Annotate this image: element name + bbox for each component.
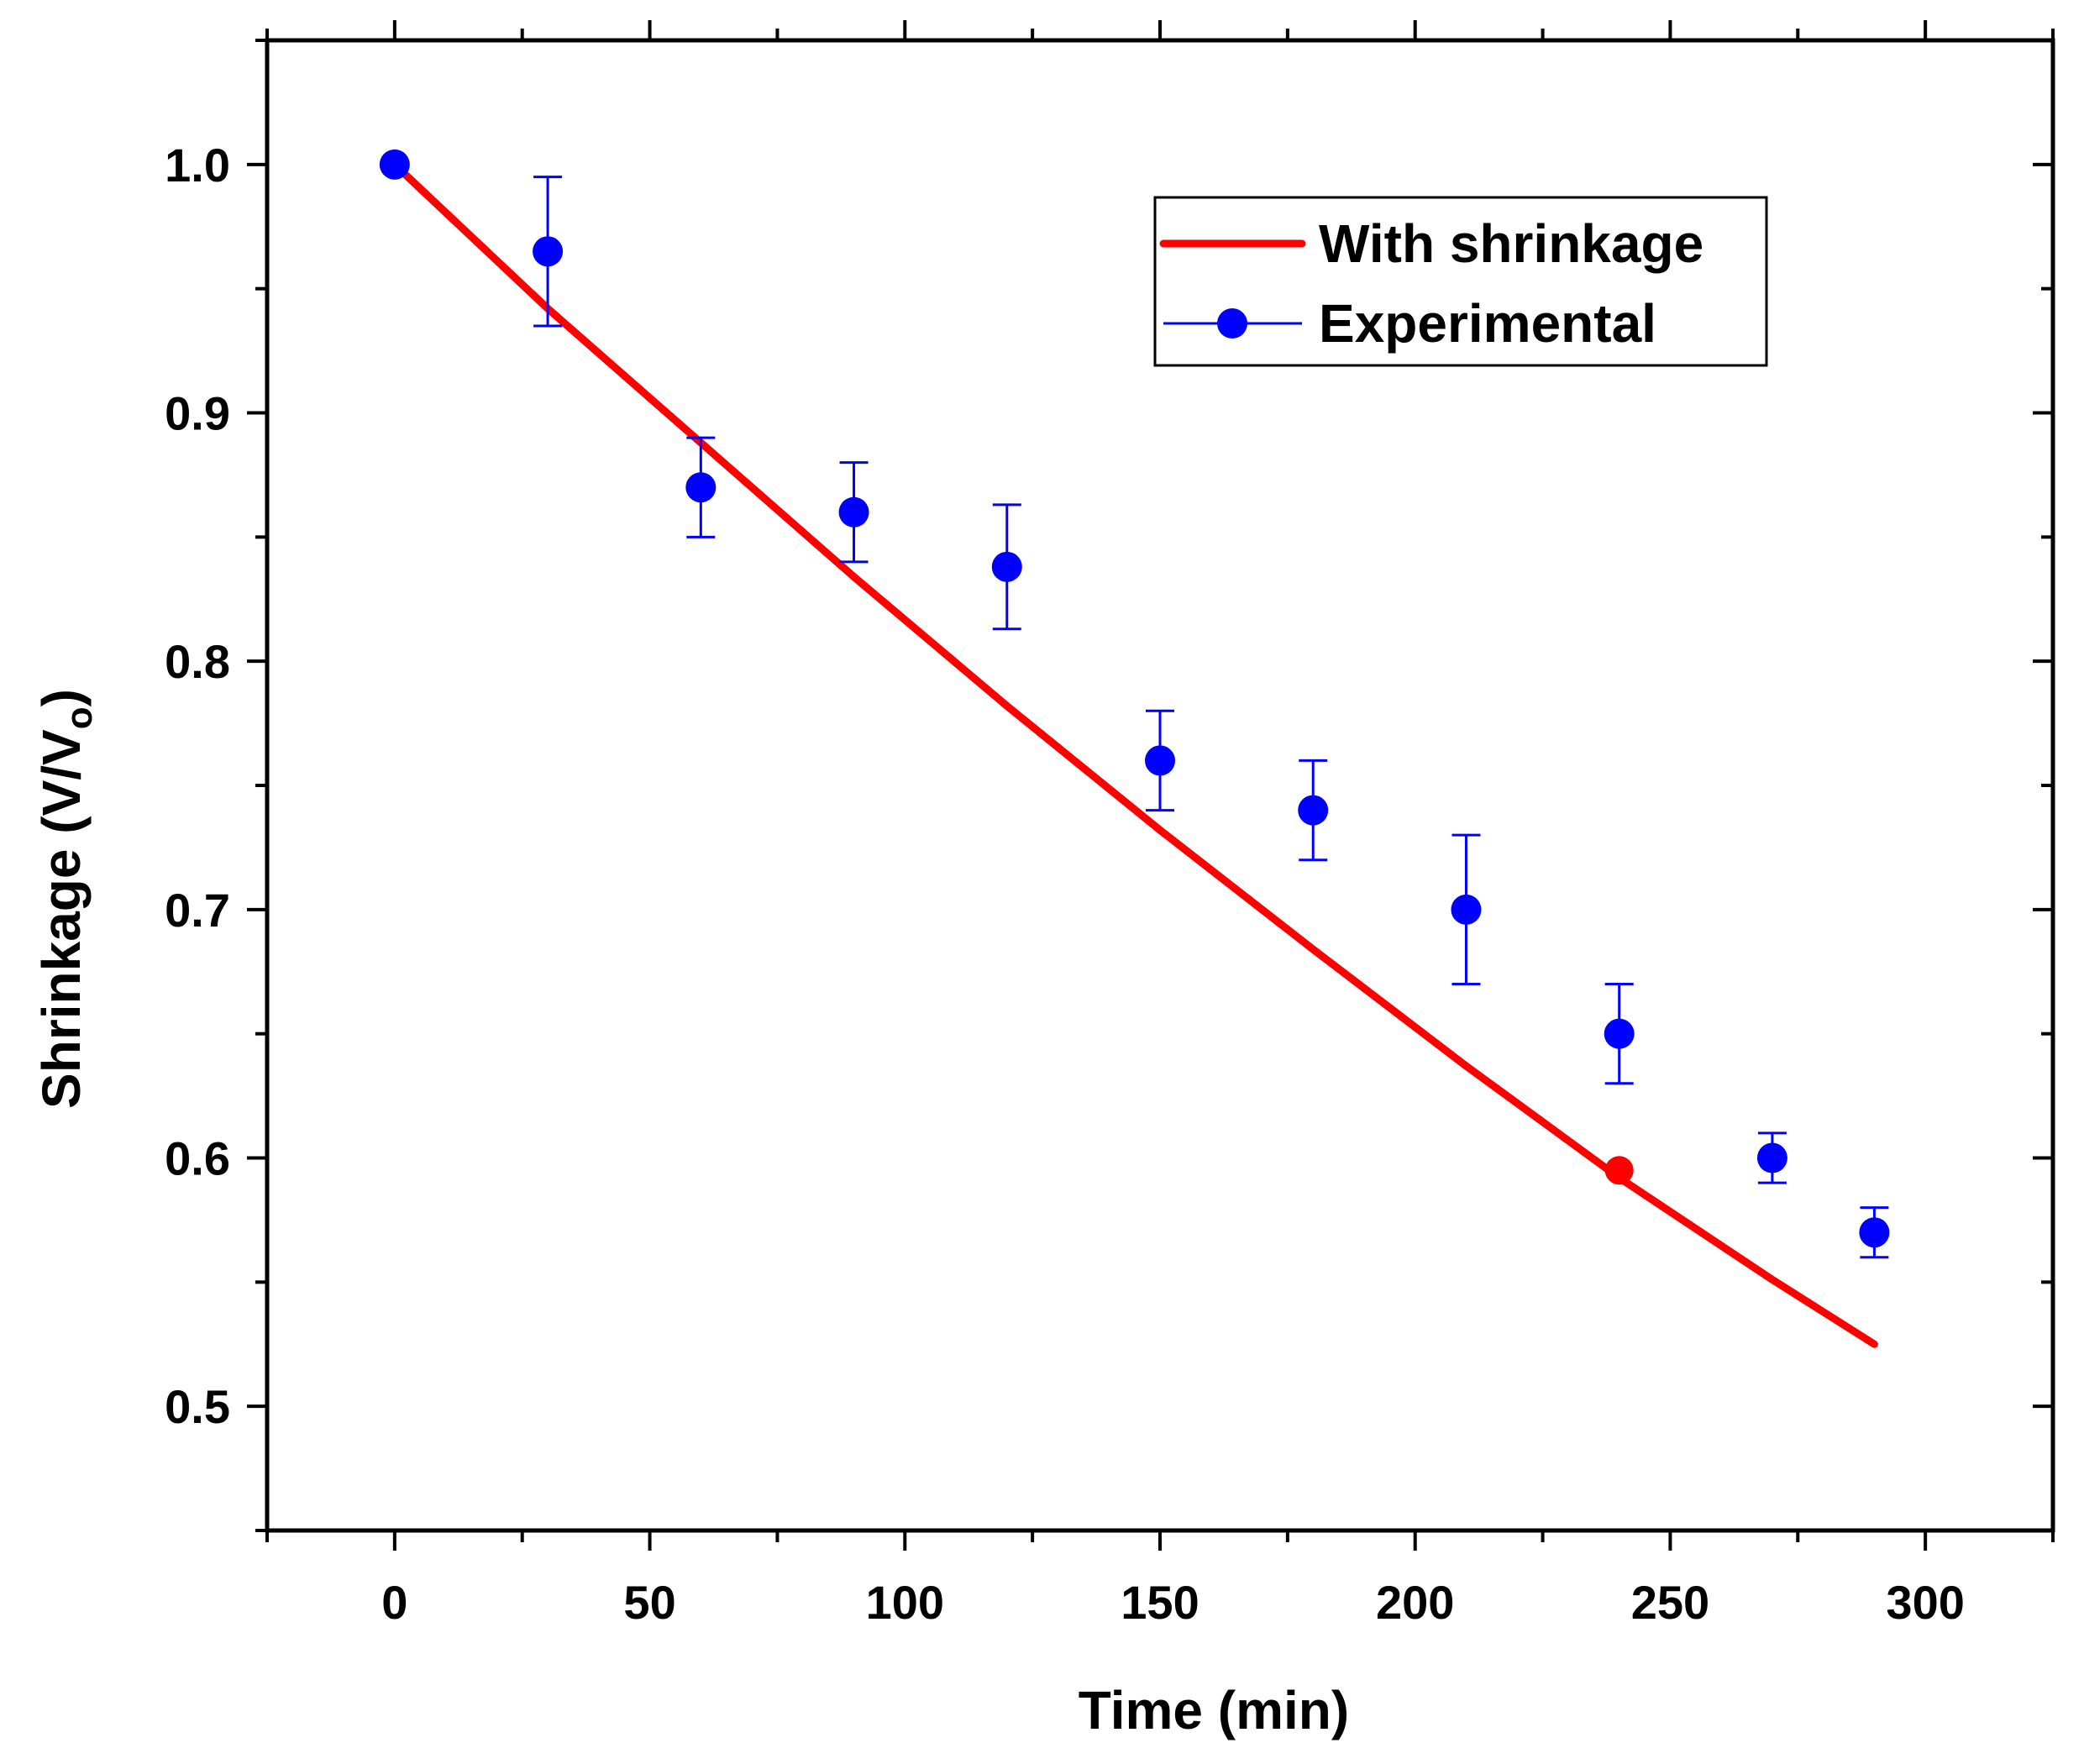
y-axis-title-main: Shrinkage (V/V xyxy=(31,729,92,1109)
experimental-point xyxy=(1859,1217,1890,1248)
y-axis-title-close: ) xyxy=(31,689,92,706)
y-tick-label: 0.5 xyxy=(165,1380,230,1433)
x-tick-label: 150 xyxy=(1121,1576,1199,1629)
series-layer xyxy=(379,149,1890,1348)
experimental-point xyxy=(991,551,1022,582)
x-axis-title: Time (min) xyxy=(1079,1680,1349,1740)
experimental-point xyxy=(533,236,564,267)
experimental-point xyxy=(1145,745,1175,776)
experimental-point xyxy=(1756,1142,1787,1173)
legend: With shrinkage Experimental xyxy=(1153,196,1768,367)
legend-label-with-shrinkage: With shrinkage xyxy=(1319,213,1703,274)
y-axis-title-subscript: o xyxy=(59,706,100,729)
experimental-point xyxy=(838,496,869,528)
axes-layer: 0 50 100 150 200 250 300 0.5 0.6 0.7 0.8 0.9 1.0 xyxy=(165,20,2055,1629)
legend-marker-experimental xyxy=(1217,308,1247,339)
y-axis-title: Shrinkage (V/Vo) xyxy=(31,689,100,1109)
x-tick-label: 200 xyxy=(1376,1576,1454,1629)
experimental-point xyxy=(685,472,717,503)
model-highlight-point xyxy=(1604,1156,1634,1185)
legend-label-experimental: Experimental xyxy=(1319,293,1656,354)
experimental-point xyxy=(1451,894,1482,925)
legend-box xyxy=(1153,196,1768,367)
x-tick-label: 250 xyxy=(1631,1576,1709,1629)
x-tick-label: 0 xyxy=(381,1576,407,1629)
experimental-point xyxy=(1604,1018,1635,1049)
experimental-point xyxy=(379,149,410,180)
x-tick-label: 50 xyxy=(623,1576,675,1629)
y-tick-label: 0.8 xyxy=(165,635,230,688)
y-tick-label: 0.9 xyxy=(165,387,230,440)
experimental-point xyxy=(1298,795,1329,826)
y-tick-label: 0.7 xyxy=(165,884,230,937)
x-tick-label: 100 xyxy=(866,1576,944,1629)
y-tick-label: 0.6 xyxy=(165,1132,230,1185)
x-tick-label: 300 xyxy=(1886,1576,1964,1629)
model-line-with-shrinkage xyxy=(391,160,1878,1348)
y-tick-label: 1.0 xyxy=(165,139,230,192)
